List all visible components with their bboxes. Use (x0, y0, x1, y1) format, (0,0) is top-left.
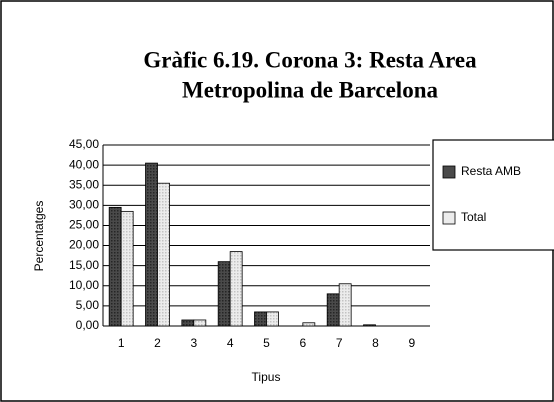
y-tick-label: 40,00 (69, 157, 99, 171)
y-tick-label: 10,00 (69, 278, 99, 292)
y-tick-label: 45,00 (69, 137, 99, 151)
x-tick-label: 8 (372, 336, 379, 350)
bar (157, 182, 170, 327)
legend-box (432, 139, 554, 251)
x-tick-label: 5 (263, 336, 270, 350)
x-tick-label: 2 (154, 336, 161, 350)
legend-swatch (442, 211, 456, 225)
bar (120, 210, 134, 327)
bar (193, 319, 207, 327)
y-tick-label: 15,00 (69, 258, 99, 272)
x-tick-label: 4 (227, 336, 234, 350)
y-tick-label: 30,00 (69, 198, 99, 212)
bar (302, 322, 316, 327)
legend-swatch (442, 165, 456, 179)
y-tick-label: 0,00 (76, 318, 100, 332)
legend-label: Total (461, 210, 486, 224)
bar (326, 293, 340, 327)
bar (338, 283, 352, 327)
x-tick-label: 3 (190, 336, 197, 350)
bar (145, 162, 158, 327)
bar (266, 311, 279, 327)
chart-title: Metropolina de Barcelona (182, 77, 438, 102)
chart-title: Gràfic 6.19. Corona 3: Resta Area (143, 47, 477, 72)
x-tick-label: 9 (408, 336, 415, 350)
y-axis-label: Percentatges (32, 201, 46, 272)
x-axis-label: Tipus (252, 370, 281, 384)
bar (108, 206, 122, 327)
bar (217, 261, 231, 327)
y-tick-label: 35,00 (69, 177, 99, 191)
x-tick-label: 6 (299, 336, 306, 350)
x-tick-label: 7 (336, 336, 343, 350)
bar (229, 251, 243, 327)
bar (254, 311, 267, 327)
y-tick-label: 25,00 (69, 218, 99, 232)
bar (363, 324, 376, 327)
y-tick-label: 5,00 (76, 298, 100, 312)
bar (181, 319, 195, 327)
y-tick-label: 20,00 (69, 238, 99, 252)
legend-label: Resta AMB (461, 164, 521, 178)
x-tick-label: 1 (118, 336, 125, 350)
